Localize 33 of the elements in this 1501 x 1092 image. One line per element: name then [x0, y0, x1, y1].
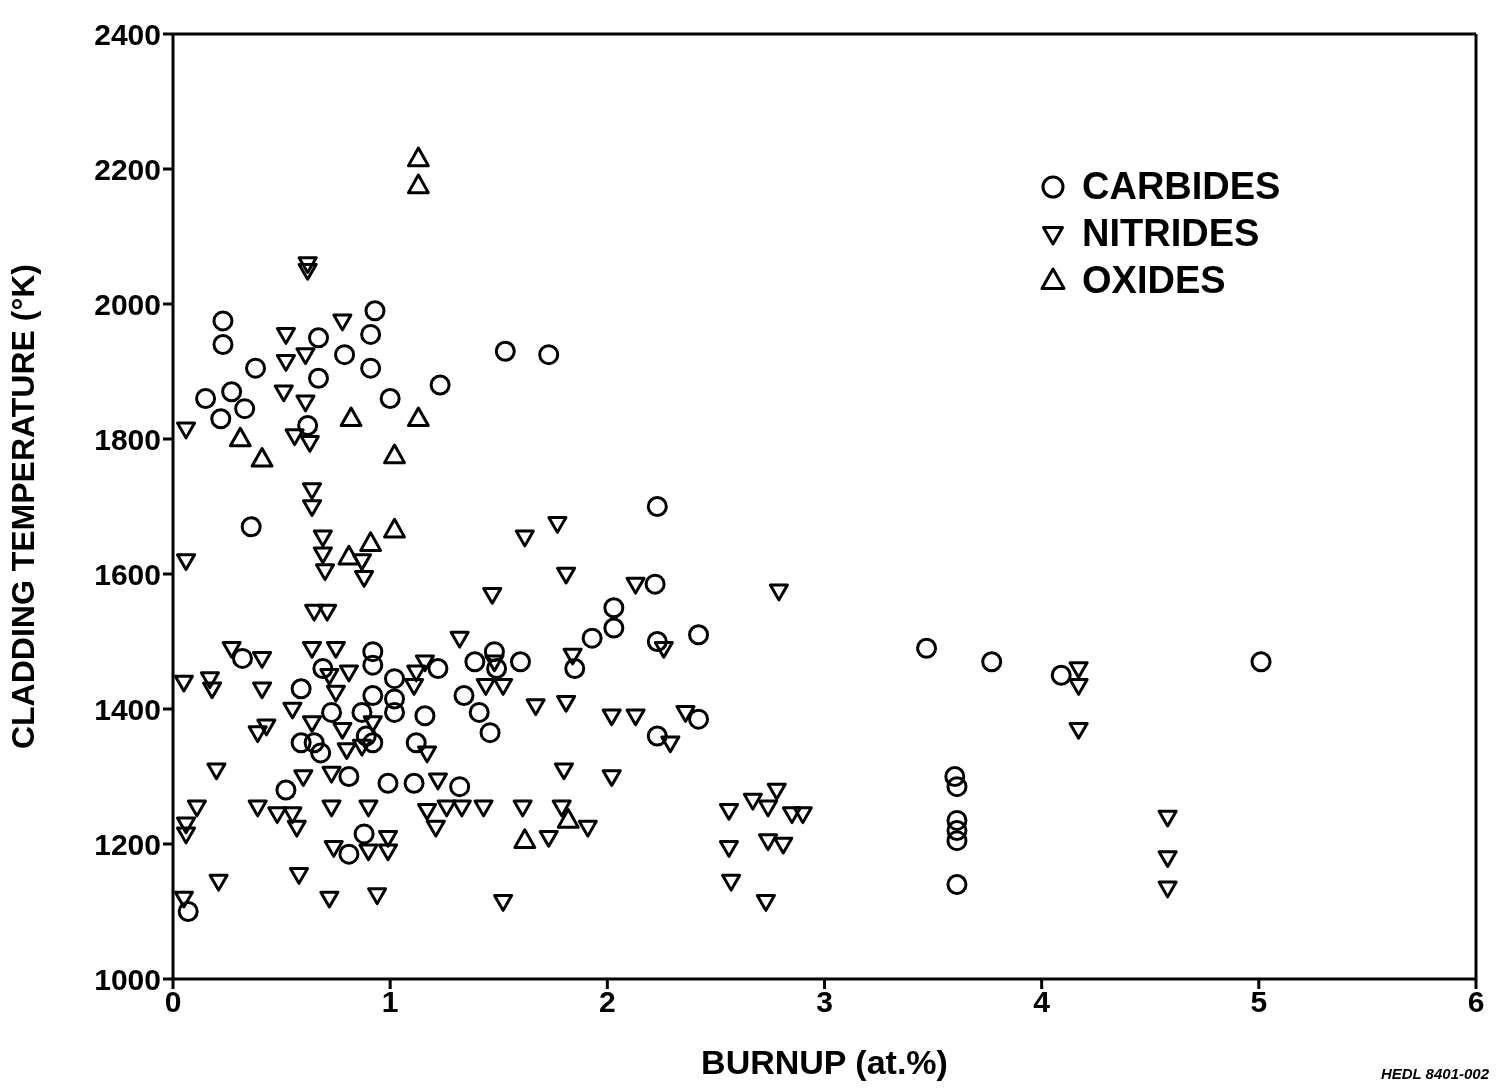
y-tick-label: 1200 — [94, 827, 161, 861]
point — [337, 544, 361, 566]
x-tick-label: 6 — [1467, 985, 1485, 1019]
y-tick-label: 1800 — [94, 422, 161, 456]
point — [383, 517, 406, 539]
point — [407, 173, 430, 195]
x-tick-label: 1 — [381, 985, 399, 1019]
legend-label: NITRIDES — [1082, 212, 1260, 255]
text: HEDL 8401-002 — [1380, 1065, 1489, 1082]
legend-label: OXIDES — [1082, 259, 1226, 302]
x-tick-label: 2 — [598, 985, 616, 1019]
x-axis-title: BURNUP (at.%) — [701, 1043, 948, 1081]
x-tick-label: 4 — [1033, 985, 1051, 1019]
point — [407, 406, 430, 427]
point — [339, 406, 363, 427]
y-tick-label: 2000 — [94, 287, 161, 321]
x-tick-label: 0 — [164, 985, 182, 1019]
y-tick-label: 1600 — [94, 557, 161, 591]
point — [407, 146, 430, 168]
point — [556, 808, 580, 829]
point — [513, 828, 537, 849]
x-tick-label: 5 — [1250, 985, 1268, 1019]
point — [383, 443, 406, 465]
point — [359, 531, 383, 552]
y-axis-title: CLADDING TEMPERATURE (°K) — [5, 263, 42, 750]
y-tick-label: 1400 — [94, 692, 161, 726]
x-tick-label: 3 — [816, 985, 833, 1019]
legend-label: CARBIDES — [1082, 165, 1281, 208]
point — [228, 426, 252, 448]
y-tick-label: 1000 — [94, 962, 161, 996]
point — [250, 446, 274, 468]
y-tick-label: 2200 — [94, 152, 161, 186]
y-tick-label: 2400 — [94, 17, 161, 51]
